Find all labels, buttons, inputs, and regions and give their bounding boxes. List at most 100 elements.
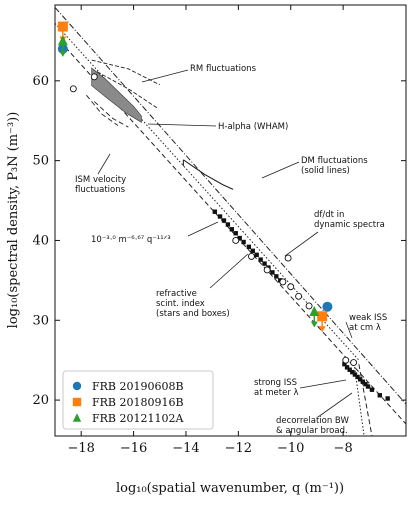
- axis-ticks: [55, 5, 406, 436]
- measurement-open-marker: [90, 73, 98, 81]
- legend-label: FRB 20190608B: [92, 380, 184, 393]
- measurement-filled-marker: [342, 361, 347, 367]
- frb-series: [57, 21, 333, 333]
- annotation-text: dynamic spectra: [314, 220, 385, 230]
- legend-marker: [72, 413, 82, 422]
- legend-label: FRB 20180916B: [92, 396, 184, 409]
- measurement-filled-marker: [355, 374, 360, 380]
- x-tick-label: −10: [277, 441, 304, 456]
- measurement-filled-marker: [365, 384, 371, 389]
- measurement-open-marker: [248, 252, 255, 260]
- annotation-leader-line: [284, 231, 319, 257]
- legend-marker: [72, 397, 82, 407]
- measurement-filled-marker: [229, 227, 235, 232]
- annotations: RM fluctuations H-alpha (WHAM) ISM velocit…: [75, 64, 387, 436]
- measurement-filled-marker: [274, 274, 279, 279]
- annotation-text: 10⁻³·⁰ m⁻⁶·⁶⁷ q⁻¹¹ᐟ³: [91, 235, 171, 245]
- measurement-open-marker: [279, 278, 287, 286]
- annotation-text: H-alpha (WHAM): [218, 122, 288, 132]
- measurement-filled-marker: [246, 244, 252, 250]
- measurement-filled-marker: [262, 261, 267, 266]
- measurement-markers: [69, 73, 390, 401]
- annotation-text: RM fluctuations: [190, 64, 257, 74]
- measurement-filled-marker: [221, 218, 227, 223]
- frb-marker: [57, 35, 68, 46]
- steep-dotted-line: [353, 360, 365, 436]
- measurement-open-marker: [69, 85, 77, 93]
- annotation: DM fluctuations(solid lines): [261, 156, 368, 179]
- measurement-filled-marker: [347, 367, 352, 372]
- frb-limit-arrow: [310, 321, 318, 328]
- measurement-filled-marker: [344, 365, 350, 370]
- measurement-filled-marker: [233, 231, 238, 236]
- measurement-filled-marker: [360, 379, 365, 384]
- annotation-text: DM fluctuations: [301, 156, 368, 166]
- annotation: RM fluctuations: [141, 64, 257, 83]
- x-tick-label: −14: [172, 441, 199, 456]
- measurement-filled-marker: [352, 372, 358, 377]
- x-axis-label: log₁₀(spatial wavenumber, q (m⁻¹)): [116, 481, 344, 496]
- rm-wedge-upper: [91, 59, 160, 86]
- annotation: H-alpha (WHAM): [147, 122, 288, 132]
- halpha-band: [91, 67, 142, 123]
- annotation-text: (solid lines): [301, 166, 350, 176]
- y-tick-label: 30: [32, 313, 49, 328]
- measurement-filled-marker: [270, 270, 275, 275]
- ism-velocity-curve-2: [93, 101, 129, 128]
- annotation-leader-line: [187, 221, 219, 237]
- frb-marker: [57, 21, 68, 32]
- dm-fluctuation-line: [183, 159, 234, 190]
- y-tick-label: 40: [32, 233, 49, 248]
- measurement-filled-marker: [369, 387, 375, 392]
- x-tick-label: −12: [225, 441, 252, 456]
- annotation-leader-line: [317, 392, 353, 418]
- measurement-filled-marker: [254, 252, 259, 258]
- plot-frame: [54, 4, 407, 437]
- steep-dashed-line: [358, 364, 373, 436]
- legend-label: FRB 20121102A: [92, 412, 184, 425]
- measurement-filled-marker: [212, 209, 217, 214]
- frb-limit-arrow: [318, 326, 326, 333]
- frb-marker: [317, 311, 328, 322]
- annotation-text: weak ISS: [349, 313, 387, 323]
- legend: FRB 20190608B FRB 20180916B FRB 20121102A: [62, 370, 214, 430]
- y-tick-label: 60: [32, 74, 49, 89]
- upper-reference-line: [55, 7, 406, 405]
- annotation-leader-line: [345, 321, 353, 339]
- annotation-text: ISM velocity: [75, 175, 126, 185]
- legend-box: [62, 370, 214, 430]
- measurement-filled-marker: [357, 377, 363, 382]
- measurement-filled-marker: [237, 235, 242, 241]
- x-tick-label: −16: [120, 441, 147, 456]
- annotation-text: (stars and boxes): [156, 309, 230, 319]
- y-axis-label: log₁₀(spectral density, P₃N (m⁻³)): [6, 112, 21, 329]
- measurement-filled-marker: [225, 222, 231, 227]
- annotation-text: & angular broad.: [276, 426, 348, 436]
- annotation-leader-line: [299, 379, 347, 389]
- ism-velocity-curve-1: [86, 94, 119, 126]
- frb-marker: [309, 305, 320, 316]
- measurement-open-marker: [287, 283, 295, 291]
- annotation-text: strong ISS: [254, 378, 297, 388]
- annotation: 10⁻³·⁰ m⁻⁶·⁶⁷ q⁻¹¹ᐟ³: [91, 221, 219, 245]
- annotation-leader-line: [261, 161, 300, 179]
- measurement-filled-marker: [250, 248, 255, 254]
- measurement-open-marker: [295, 292, 303, 300]
- measurement-filled-marker: [258, 257, 263, 262]
- x-tick-label: −8: [334, 441, 353, 456]
- annotation-text: decorrelation BW: [276, 416, 349, 426]
- rm-wedge-lower: [91, 68, 158, 109]
- annotation-text: df/dt in: [314, 210, 344, 220]
- x-tick-labels: −18 −16 −14 −12 −10 −8: [67, 441, 352, 456]
- measurement-open-marker: [342, 356, 350, 364]
- annotation-leader-line: [141, 69, 189, 83]
- annotation-text: fluctuations: [75, 185, 126, 195]
- measurement-open-marker: [284, 254, 292, 262]
- measurement-open-marker: [305, 302, 313, 310]
